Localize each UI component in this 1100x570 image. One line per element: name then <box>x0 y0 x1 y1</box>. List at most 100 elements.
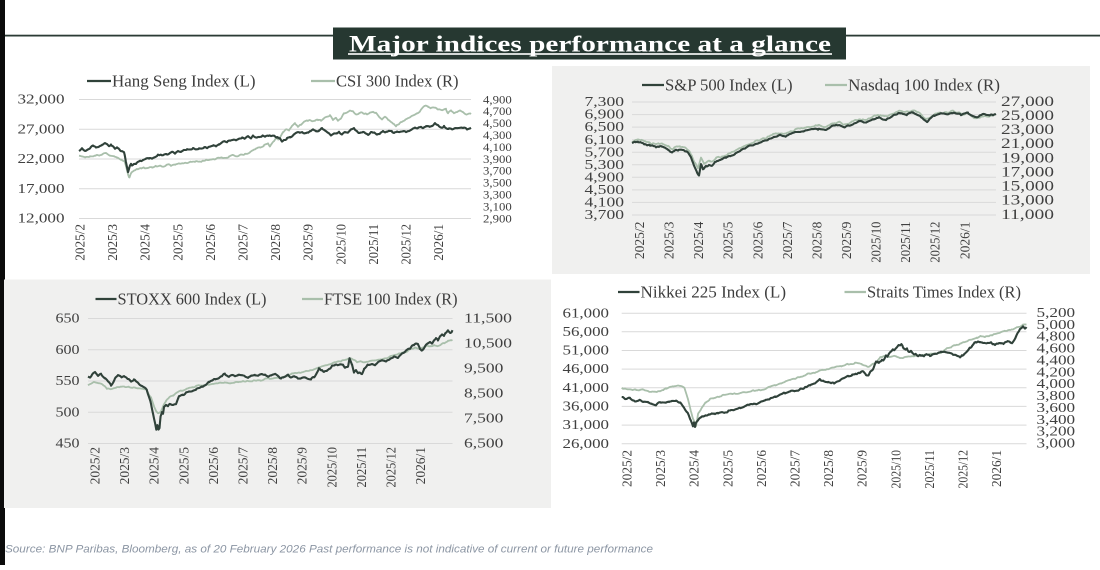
svg-text:2025/3: 2025/3 <box>117 447 132 485</box>
svg-text:3,100: 3,100 <box>483 201 512 213</box>
svg-text:2025/9: 2025/9 <box>855 450 870 487</box>
svg-text:3,200: 3,200 <box>1037 424 1076 439</box>
svg-text:2025/6: 2025/6 <box>206 447 221 485</box>
svg-text:550: 550 <box>56 373 80 388</box>
svg-text:4,900: 4,900 <box>585 169 625 184</box>
svg-text:STOXX 600 Index (L): STOXX 600 Index (L) <box>118 290 267 309</box>
svg-text:4,700: 4,700 <box>483 106 512 118</box>
svg-text:3,600: 3,600 <box>1037 400 1076 415</box>
svg-text:Hang Seng Index (L): Hang Seng Index (L) <box>112 72 256 91</box>
svg-text:3,700: 3,700 <box>483 166 512 178</box>
svg-text:5,000: 5,000 <box>1037 317 1076 332</box>
svg-text:32,000: 32,000 <box>18 92 65 107</box>
svg-text:S&P 500 Index (L): S&P 500 Index (L) <box>665 76 793 95</box>
svg-text:41,000: 41,000 <box>563 380 610 395</box>
svg-text:CSI 300 Index (R): CSI 300 Index (R) <box>336 72 459 91</box>
svg-text:2025/3: 2025/3 <box>662 221 677 259</box>
svg-text:4,200: 4,200 <box>1037 364 1076 379</box>
svg-text:6,900: 6,900 <box>585 107 625 122</box>
svg-text:13,000: 13,000 <box>1001 193 1054 209</box>
svg-text:2025/12: 2025/12 <box>956 450 971 489</box>
svg-text:2025/5: 2025/5 <box>721 221 736 259</box>
svg-text:2025/4: 2025/4 <box>691 221 706 259</box>
svg-text:2026/1: 2026/1 <box>431 224 446 261</box>
svg-text:2025/2: 2025/2 <box>620 450 635 487</box>
svg-text:5,300: 5,300 <box>585 157 625 172</box>
svg-text:3,900: 3,900 <box>483 154 512 166</box>
svg-text:2025/6: 2025/6 <box>203 224 218 261</box>
svg-text:15,000: 15,000 <box>1001 179 1054 195</box>
svg-text:2025/4: 2025/4 <box>138 224 153 261</box>
svg-text:FTSE 100 Index (R): FTSE 100 Index (R) <box>324 290 458 309</box>
svg-text:5,200: 5,200 <box>1037 305 1076 320</box>
svg-text:56,000: 56,000 <box>563 324 610 339</box>
svg-text:2025/6: 2025/6 <box>750 221 765 259</box>
svg-text:46,000: 46,000 <box>563 361 610 376</box>
svg-text:2025/6: 2025/6 <box>754 450 769 487</box>
svg-text:2026/1: 2026/1 <box>989 450 1004 487</box>
svg-text:4,800: 4,800 <box>1037 329 1076 344</box>
svg-text:2025/12: 2025/12 <box>399 224 414 265</box>
svg-text:17,000: 17,000 <box>1001 164 1054 180</box>
svg-text:4,300: 4,300 <box>483 130 512 142</box>
svg-text:Nasdaq 100 Index (R): Nasdaq 100 Index (R) <box>848 76 1000 95</box>
svg-text:21,000: 21,000 <box>1001 136 1054 152</box>
svg-text:2025/5: 2025/5 <box>720 450 735 487</box>
svg-text:2025/8: 2025/8 <box>809 221 824 259</box>
svg-text:2025/7: 2025/7 <box>788 450 803 487</box>
svg-text:22,000: 22,000 <box>18 151 65 166</box>
svg-text:36,000: 36,000 <box>563 399 610 414</box>
svg-text:2025/10: 2025/10 <box>888 450 903 489</box>
svg-text:10,500: 10,500 <box>464 335 512 350</box>
svg-text:19,000: 19,000 <box>1001 150 1054 166</box>
svg-text:2025/7: 2025/7 <box>236 447 251 485</box>
svg-text:2025/10: 2025/10 <box>333 224 348 265</box>
svg-text:600: 600 <box>56 342 80 357</box>
svg-text:450: 450 <box>56 436 80 451</box>
svg-text:2025/2: 2025/2 <box>88 447 103 484</box>
svg-text:2025/9: 2025/9 <box>301 224 316 261</box>
svg-text:2,900: 2,900 <box>483 213 512 225</box>
svg-text:3,800: 3,800 <box>1037 388 1076 403</box>
svg-text:27,000: 27,000 <box>18 121 65 136</box>
svg-text:5,700: 5,700 <box>585 144 625 159</box>
svg-text:23,000: 23,000 <box>1001 122 1054 138</box>
svg-text:2025/10: 2025/10 <box>869 221 884 262</box>
svg-text:25,000: 25,000 <box>1001 108 1054 124</box>
svg-text:4,900: 4,900 <box>483 94 512 106</box>
svg-text:9,500: 9,500 <box>464 360 504 375</box>
svg-text:2025/8: 2025/8 <box>265 447 280 485</box>
svg-text:61,000: 61,000 <box>563 305 610 320</box>
svg-text:2025/5: 2025/5 <box>170 224 185 261</box>
svg-text:31,000: 31,000 <box>563 417 610 432</box>
svg-text:4,400: 4,400 <box>1037 353 1076 368</box>
svg-text:2025/11: 2025/11 <box>922 450 937 489</box>
svg-text:2025/9: 2025/9 <box>295 447 310 485</box>
svg-text:4,600: 4,600 <box>1037 341 1076 356</box>
svg-text:2025/8: 2025/8 <box>268 224 283 261</box>
svg-text:650: 650 <box>56 311 80 326</box>
svg-text:8,500: 8,500 <box>464 385 504 400</box>
svg-text:4,000: 4,000 <box>1037 376 1076 391</box>
svg-text:2026/1: 2026/1 <box>957 222 972 260</box>
svg-text:2025/8: 2025/8 <box>821 450 836 487</box>
svg-text:7,300: 7,300 <box>585 94 625 109</box>
svg-text:2025/3: 2025/3 <box>653 450 668 487</box>
svg-text:2025/7: 2025/7 <box>780 221 795 259</box>
svg-text:2025/12: 2025/12 <box>384 447 399 488</box>
svg-text:2025/11: 2025/11 <box>354 447 369 488</box>
svg-text:2025/7: 2025/7 <box>236 224 251 261</box>
svg-text:11,000: 11,000 <box>1001 207 1054 223</box>
svg-text:4,500: 4,500 <box>483 118 512 130</box>
svg-text:2026/1: 2026/1 <box>413 447 428 484</box>
svg-text:2025/4: 2025/4 <box>147 447 162 485</box>
svg-text:3,000: 3,000 <box>1037 436 1076 451</box>
svg-text:17,000: 17,000 <box>18 181 65 196</box>
svg-text:4,100: 4,100 <box>585 195 625 210</box>
svg-text:2025/4: 2025/4 <box>687 450 702 487</box>
svg-text:6,500: 6,500 <box>585 119 625 134</box>
svg-text:7,500: 7,500 <box>464 410 504 425</box>
svg-text:4,500: 4,500 <box>585 182 625 197</box>
svg-text:3,500: 3,500 <box>483 178 512 190</box>
svg-text:26,000: 26,000 <box>563 436 610 451</box>
